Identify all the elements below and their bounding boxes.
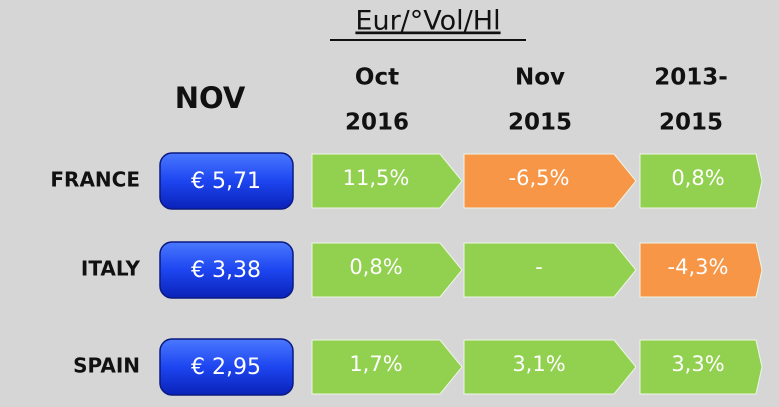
change-value: -4,3% [668,255,729,279]
change-value: 11,5% [343,166,410,190]
month-header: NOV [175,81,246,115]
price: € 3,38 [191,258,261,283]
change-value: - [535,255,543,279]
price-box [159,338,294,396]
change-value: 0,8% [349,255,402,279]
price-box [159,241,294,299]
change-cell [639,242,763,298]
change-cell [311,339,463,395]
change-cell [639,339,763,395]
country-label: SPAIN [73,354,140,378]
change-value: -6,5% [509,166,570,190]
column-header: 2016 [345,110,409,136]
change-cell [463,153,637,209]
column-header: 2013- [654,65,728,91]
change-value: 3,3% [671,352,724,376]
change-cell [463,339,637,395]
change-value: 1,7% [349,352,402,376]
country-label: ITALY [81,257,141,281]
change-cell [639,153,763,209]
change-cell [311,242,463,298]
price-box [159,152,294,210]
column-header: Oct [355,65,399,91]
price: € 2,95 [191,355,261,380]
column-header: Nov [515,65,565,91]
change-value: 3,1% [512,352,565,376]
price: € 5,71 [191,169,261,194]
column-header: 2015 [659,110,723,136]
change-cell [463,242,637,298]
column-header: 2015 [508,110,572,136]
change-cell [311,153,463,209]
title: Eur/°Vol/Hl [355,6,500,37]
change-value: 0,8% [671,166,724,190]
country-label: FRANCE [50,168,140,192]
